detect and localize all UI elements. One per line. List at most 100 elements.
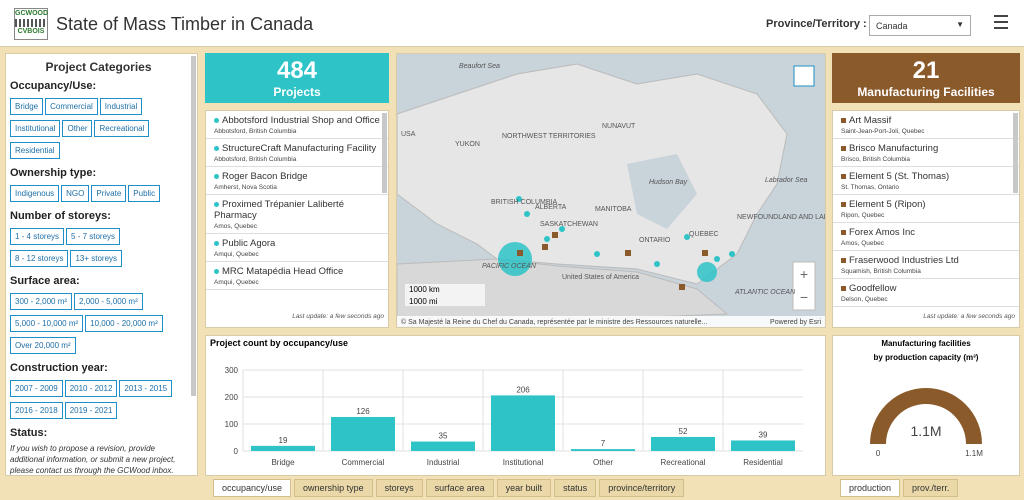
- map-label: PACIFIC OCEAN: [482, 263, 537, 270]
- menu-button[interactable]: [994, 15, 1008, 33]
- bar[interactable]: [411, 441, 475, 451]
- filter-button[interactable]: 2007 - 2009: [10, 380, 63, 397]
- last-update: Last update: a few seconds ago: [923, 313, 1015, 320]
- filter-button[interactable]: Bridge: [10, 98, 44, 115]
- filter-button[interactable]: Private: [91, 185, 127, 202]
- item-name: Forex Amos Inc: [841, 227, 1015, 238]
- item-name: Goodfellow: [841, 283, 1015, 294]
- bar[interactable]: [331, 416, 395, 451]
- map-points: [498, 196, 735, 290]
- list-item[interactable]: Roger Bacon Bridge Amherst, Nova Scotia: [206, 167, 388, 195]
- filter-button[interactable]: 2013 - 2015: [119, 380, 173, 397]
- filter-button[interactable]: Indigenous: [10, 185, 60, 202]
- select-value: Canada: [876, 21, 908, 31]
- scrollbar[interactable]: [191, 56, 196, 396]
- bar[interactable]: [491, 395, 555, 451]
- filter-button[interactable]: NGO: [61, 185, 90, 202]
- list-item[interactable]: Element 5 (Ripon) Ripon, Quebec: [833, 195, 1019, 223]
- item-title: Goodfellow: [849, 283, 897, 294]
- filter-button[interactable]: 13+ storeys: [70, 250, 123, 267]
- filter-button[interactable]: 5 - 7 storeys: [66, 228, 121, 245]
- bar[interactable]: [731, 440, 795, 451]
- filter-button[interactable]: Public: [128, 185, 161, 202]
- tab[interactable]: occupancy/use: [213, 479, 292, 497]
- button-group: 2007 - 2009 2010 - 2012 2013 - 2015 2016 - …: [10, 378, 182, 422]
- tab[interactable]: status: [554, 479, 597, 497]
- filter-button[interactable]: 2010 - 2012: [64, 380, 118, 397]
- list-item[interactable]: Public Agora Amqui, Quebec: [206, 234, 388, 262]
- attribution: © Sa Majesté la Reine du Chef du Canada,…: [401, 318, 707, 326]
- value-label: 35: [439, 432, 448, 441]
- hudson-bay: [627, 154, 697, 229]
- filter-button[interactable]: Residential: [10, 142, 60, 159]
- list-item[interactable]: Abbotsford Industrial Shop and Office Abb…: [206, 111, 388, 139]
- tab[interactable]: storeys: [375, 479, 423, 497]
- tab[interactable]: province/territory: [599, 479, 685, 497]
- list-item[interactable]: Art Massif Saint-Jean-Port-Joli, Quebec: [833, 111, 1019, 139]
- bar[interactable]: [651, 436, 715, 451]
- filter-button[interactable]: 5,000 - 10,000 m²: [10, 315, 84, 332]
- item-name: Element 5 (St. Thomas): [841, 171, 1015, 182]
- filter-button[interactable]: Commercial: [45, 98, 98, 115]
- section-heading: Status:: [10, 427, 48, 439]
- zoom-in[interactable]: +: [800, 266, 808, 282]
- filter-button[interactable]: Industrial: [99, 98, 143, 115]
- item-name: Art Massif: [841, 115, 1015, 126]
- tab[interactable]: prov./terr.: [903, 479, 959, 497]
- filter-button[interactable]: 8 - 12 storeys: [10, 250, 69, 267]
- tab[interactable]: ownership type: [294, 479, 373, 497]
- map-label: YUKON: [455, 141, 480, 148]
- list-item[interactable]: MRC Matapédia Head Office Amqui, Quebec: [206, 262, 388, 290]
- facilities-panel: Art Massif Saint-Jean-Port-Joli, Quebec Br…: [832, 110, 1020, 328]
- filter-button[interactable]: 10,000 - 20,000 m²: [85, 315, 163, 332]
- home-button[interactable]: [793, 65, 815, 87]
- bar[interactable]: [571, 449, 635, 451]
- filter-button[interactable]: Over 20,000 m²: [10, 337, 76, 354]
- filter-button[interactable]: 1 - 4 storeys: [10, 228, 65, 245]
- gauge-value: 1.1M: [910, 423, 941, 439]
- filter-button[interactable]: Institutional: [10, 120, 61, 137]
- list-item[interactable]: Proximed Trépanier Laliberté Pharmacy Amo…: [206, 195, 388, 234]
- tab[interactable]: surface area: [425, 479, 494, 497]
- item-location: Squamish, British Columbia: [841, 268, 921, 275]
- item-marker: [214, 174, 219, 179]
- item-name: Proximed Trépanier Laliberté Pharmacy: [214, 199, 384, 221]
- x-tick-label: Industrial: [427, 458, 460, 467]
- item-location: Amos, Quebec: [214, 223, 257, 230]
- section-heading: Construction year:: [10, 362, 108, 374]
- y-tick-label: 100: [225, 420, 239, 429]
- value-label: 126: [356, 407, 370, 416]
- button-group: 300 - 2,000 m² 2,000 - 5,000 m² 5,000 - 10…: [10, 291, 182, 357]
- filter-button[interactable]: Other: [62, 120, 93, 137]
- list-item[interactable]: StructureCraft Manufacturing Facility Abb…: [206, 139, 388, 167]
- filter-button[interactable]: 2,000 - 5,000 m²: [74, 293, 143, 310]
- map-label: USA: [401, 131, 416, 138]
- list-item[interactable]: Element 5 (St. Thomas) St. Thomas, Ontari…: [833, 167, 1019, 195]
- map-label: United States of America: [562, 274, 639, 281]
- list-item[interactable]: Goodfellow Delson, Quebec: [833, 279, 1019, 307]
- item-marker: [841, 146, 846, 151]
- land: [397, 63, 788, 285]
- list-item[interactable]: Fraserwood Industries Ltd Squamish, Briti…: [833, 251, 1019, 279]
- tab[interactable]: production: [840, 479, 901, 497]
- zoom-out[interactable]: −: [800, 289, 808, 305]
- tab[interactable]: year built: [496, 479, 552, 497]
- filter-button[interactable]: 2019 - 2021: [64, 402, 118, 419]
- item-location: Ripon, Quebec: [841, 212, 885, 219]
- zoom-control[interactable]: [792, 261, 816, 311]
- province-select[interactable]: Canada ▼: [869, 15, 971, 36]
- filter-label: Province/Territory :: [766, 18, 867, 30]
- bar[interactable]: [251, 445, 315, 451]
- filter-button[interactable]: Recreational: [94, 120, 150, 137]
- filter-button[interactable]: 2016 - 2018: [10, 402, 63, 419]
- item-marker: [841, 286, 846, 291]
- list-item[interactable]: Forex Amos Inc Amos, Quebec: [833, 223, 1019, 251]
- filter-button[interactable]: 300 - 2,000 m²: [10, 293, 73, 310]
- x-tick-label: Recreational: [661, 458, 706, 467]
- item-marker: [214, 146, 219, 151]
- scrollbar[interactable]: [1013, 113, 1018, 193]
- count-label: Projects: [273, 85, 321, 99]
- scrollbar[interactable]: [382, 113, 387, 193]
- list-item[interactable]: Brisco Manufacturing Brisco, British Colu…: [833, 139, 1019, 167]
